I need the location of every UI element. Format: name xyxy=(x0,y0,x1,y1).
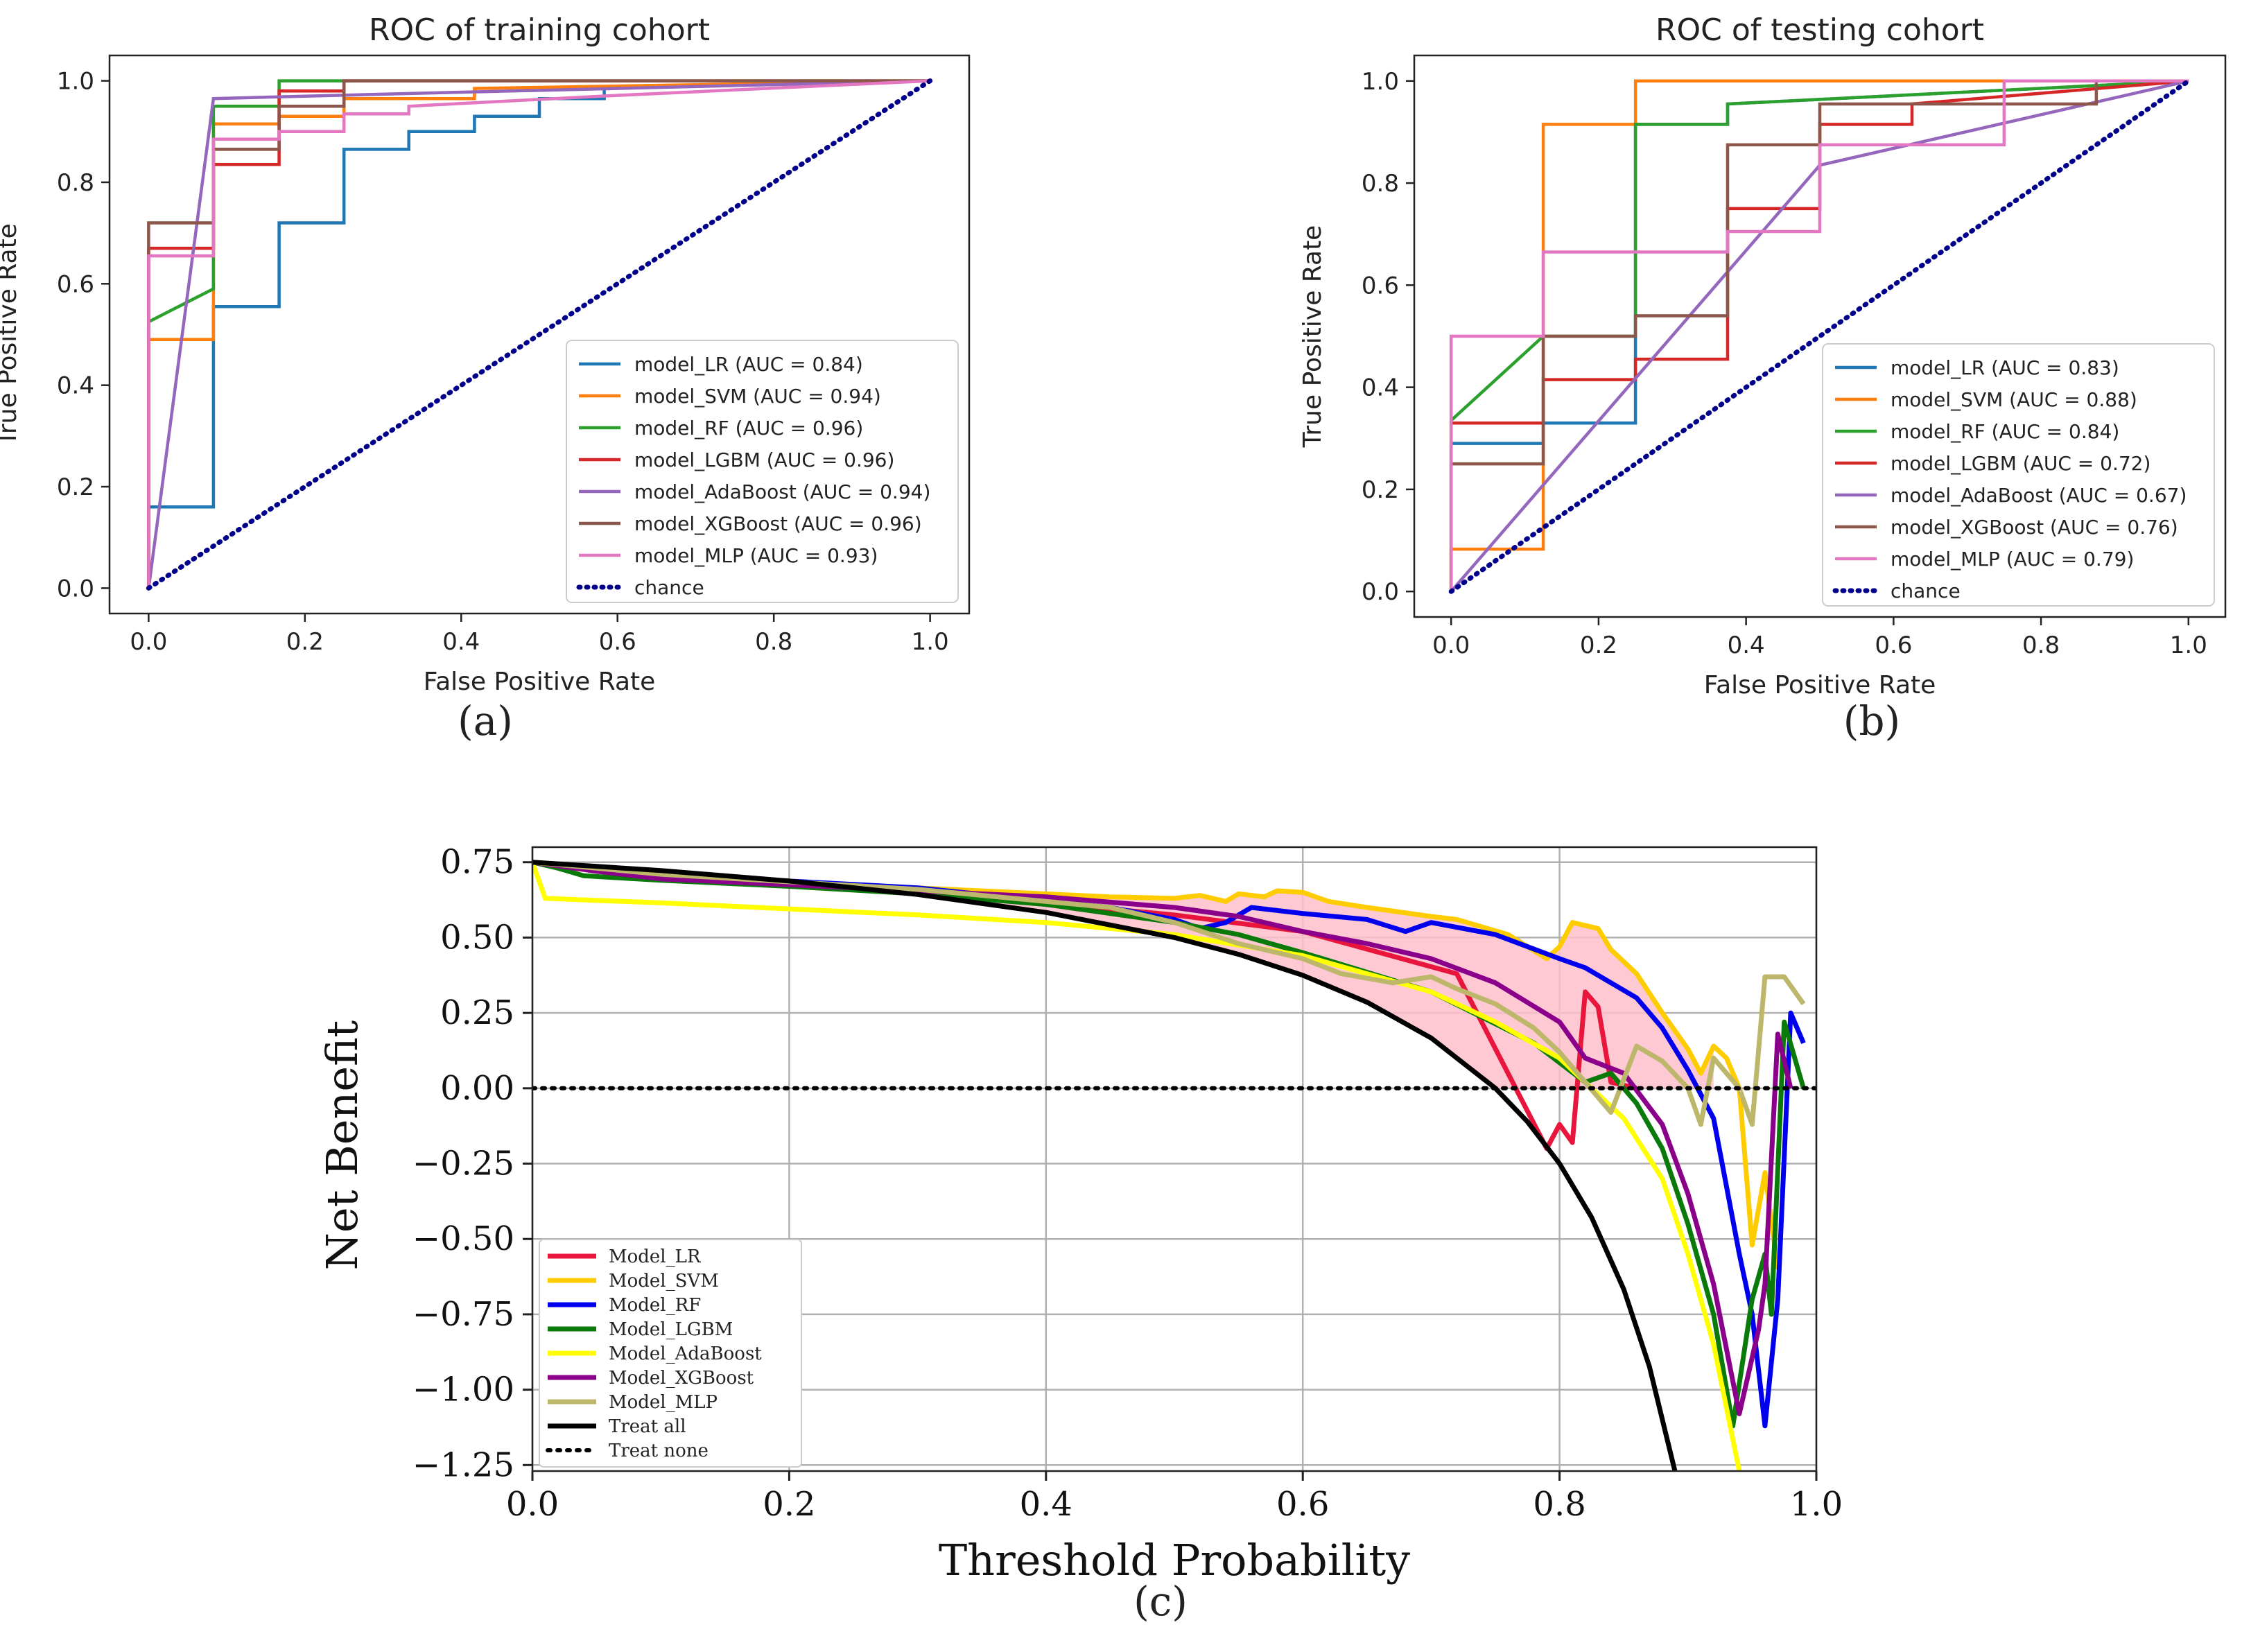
dca-ytick-label: 0.00 xyxy=(440,1069,514,1108)
dca-series-treat-all xyxy=(532,860,1678,1471)
roc-test-ytick-label: 0.2 xyxy=(1362,476,1399,504)
roc-train-series-model-xgboost xyxy=(147,79,930,589)
dca-series-model-svm xyxy=(532,860,1780,1270)
dca-legend-label: Model_AdaBoost xyxy=(609,1344,762,1364)
roc-test-series-model-rf xyxy=(1449,79,2189,592)
dca-axes-frame xyxy=(531,846,1818,1472)
roc-train-ytick-label: 1.0 xyxy=(57,68,94,96)
panel-b-label: (b) xyxy=(1843,697,1900,745)
dca-ytick-label: 0.50 xyxy=(440,918,514,957)
dca-series-model-mlp xyxy=(532,860,1806,1127)
dca-xtick-label: 0.0 xyxy=(506,1485,559,1524)
dca-legend-label: Model_LGBM xyxy=(609,1319,733,1340)
roc-test-ytick-label: 0.6 xyxy=(1362,272,1399,299)
roc-test-ytick-label: 0.0 xyxy=(1362,578,1399,606)
panel-c-label: (c) xyxy=(1133,1578,1188,1625)
roc-train-series-model-adaboost xyxy=(147,79,930,589)
roc-train-legend-label: model_LR (AUC = 0.84) xyxy=(634,353,863,376)
dca-legend-label: Model_SVM xyxy=(609,1271,719,1292)
roc-test-xtick-label: 0.0 xyxy=(1432,632,1470,659)
dca-ylabel: Net Benefit xyxy=(317,1020,367,1271)
roc-test-series-chance xyxy=(1448,78,2191,594)
dca-legend-label: Model_MLP xyxy=(609,1392,718,1413)
roc-train-ytick-label: 0.6 xyxy=(57,270,94,298)
roc-test-legend-label: model_MLP (AUC = 0.79) xyxy=(1891,548,2134,571)
dca-xtick-label: 1.0 xyxy=(1790,1485,1843,1524)
roc-train-legend-label: model_SVM (AUC = 0.94) xyxy=(634,385,881,408)
roc-test-ytick-label: 0.4 xyxy=(1362,374,1399,402)
roc-test-xtick-label: 0.2 xyxy=(1580,632,1617,659)
roc-test-ytick-label: 1.0 xyxy=(1362,68,1399,96)
roc-train-ytick-label: 0.8 xyxy=(57,169,94,197)
dca-ytick-label: −0.75 xyxy=(412,1295,514,1334)
dca-ytick-label: −1.00 xyxy=(412,1371,514,1409)
dca-benefit-band xyxy=(532,862,1714,1088)
roc-test-xtick-label: 1.0 xyxy=(2170,632,2207,659)
roc-train-xtick-label: 0.4 xyxy=(442,628,480,656)
panel-c: 0.0 0.2 0.4 0.6 0.8 1.0 0.75 0.50 0.25 0.00 −0.25 −… xyxy=(317,843,1843,1585)
roc-train-legend-label: chance xyxy=(634,576,704,599)
roc-test-legend-label: model_RF (AUC = 0.84) xyxy=(1891,420,2119,443)
dca-legend-label: Model_RF xyxy=(609,1295,701,1316)
roc-test-legend-label: model_LGBM (AUC = 0.72) xyxy=(1891,452,2150,475)
roc-train-legend-label: model_XGBoost (AUC = 0.96) xyxy=(634,512,922,535)
roc-train-legend-box xyxy=(566,340,959,603)
roc-test-xtick-label: 0.4 xyxy=(1728,632,1765,659)
dca-legend-box xyxy=(539,1239,802,1468)
dca-ytick-label: 0.75 xyxy=(440,843,514,882)
roc-test-legend-label: chance xyxy=(1891,580,1961,602)
roc-test-series-model-xgboost xyxy=(1449,79,2189,592)
roc-test-legend-label: model_AdaBoost (AUC = 0.67) xyxy=(1891,484,2187,507)
roc-train-xlabel: False Positive Rate xyxy=(424,668,656,696)
roc-test-xtick-label: 0.6 xyxy=(1875,632,1912,659)
roc-train-legend-label: model_RF (AUC = 0.96) xyxy=(634,417,863,440)
dca-xtick-label: 0.4 xyxy=(1020,1485,1072,1524)
roc-train-xtick-label: 1.0 xyxy=(912,628,949,656)
dca-ytick-label: 0.25 xyxy=(440,993,514,1032)
roc-train-ytick-label: 0.4 xyxy=(57,372,94,400)
dca-legend-label: Model_LR xyxy=(609,1246,702,1267)
roc-train-series-model-mlp xyxy=(147,79,930,589)
roc-test-ylabel: True Positive Rate xyxy=(1298,225,1327,449)
panel-a: ROC of training cohort 0.0 0.2 0.4 0.6 0.8 1.0… xyxy=(0,12,971,696)
roc-train-xtick-label: 0.8 xyxy=(755,628,792,656)
panel-b: ROC of testing cohort 0.0 0.2 0.4 0.6 0.8 1.0 0… xyxy=(1298,12,2227,699)
dca-xtick-label: 0.2 xyxy=(763,1485,815,1524)
dca-ytick-label: −0.25 xyxy=(412,1145,514,1183)
dca-legend-label: Treat none xyxy=(609,1441,709,1461)
dca-ytick-label: −1.25 xyxy=(412,1445,514,1484)
roc-train-axes-frame xyxy=(108,54,971,615)
dca-legend-label: Treat all xyxy=(609,1416,686,1437)
roc-train-title: ROC of training cohort xyxy=(369,12,710,48)
roc-test-title: ROC of testing cohort xyxy=(1656,12,1984,48)
dca-plot-area xyxy=(532,860,1816,1471)
roc-train-legend-label: model_LGBM (AUC = 0.96) xyxy=(634,449,894,471)
panel-a-label: (a) xyxy=(458,697,513,745)
roc-train-ytick-label: 0.2 xyxy=(57,473,94,501)
dca-series-model-adaboost xyxy=(532,861,1742,1471)
dca-xlabel: Threshold Probability xyxy=(939,1535,1410,1585)
roc-train-xtick-label: 0.2 xyxy=(286,628,324,656)
roc-test-legend-label: model_LR (AUC = 0.83) xyxy=(1891,356,2119,379)
roc-test-axes-frame xyxy=(1413,54,2227,618)
roc-test-legend-box xyxy=(1822,343,2215,607)
roc-test-series-model-mlp xyxy=(1449,79,2189,592)
roc-train-series-chance xyxy=(146,78,933,591)
dca-xtick-label: 0.6 xyxy=(1276,1485,1329,1524)
roc-train-ytick-label: 0.0 xyxy=(57,575,94,602)
roc-test-legend-label: model_SVM (AUC = 0.88) xyxy=(1891,388,2137,411)
roc-train-ylabel: True Positive Rate xyxy=(0,223,22,446)
roc-train-legend-label: model_AdaBoost (AUC = 0.94) xyxy=(634,480,930,503)
dca-legend-label: Model_XGBoost xyxy=(609,1368,754,1389)
roc-test-ytick-label: 0.8 xyxy=(1362,170,1399,198)
dca-xtick-label: 0.8 xyxy=(1533,1485,1585,1524)
roc-test-xlabel: False Positive Rate xyxy=(1704,671,1936,699)
roc-test-legend-label: model_XGBoost (AUC = 0.76) xyxy=(1891,516,2178,539)
roc-train-legend-label: model_MLP (AUC = 0.93) xyxy=(634,544,878,567)
roc-train-xtick-label: 0.6 xyxy=(599,628,636,656)
roc-test-xtick-label: 0.8 xyxy=(2022,632,2060,659)
dca-ytick-label: −0.50 xyxy=(412,1219,514,1258)
roc-train-xtick-label: 0.0 xyxy=(130,628,167,656)
